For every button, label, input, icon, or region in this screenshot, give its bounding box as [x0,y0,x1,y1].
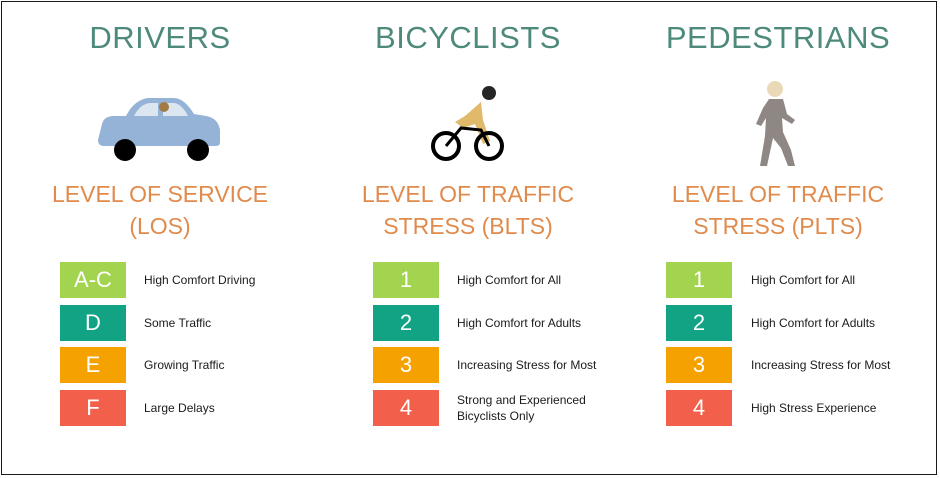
pedestrians-column: PEDESTRIANS LEVEL OF TRAFFIC STRESS (PLT… [628,2,928,476]
level-badge: 4 [666,390,732,426]
level-row: D Some Traffic [10,305,310,341]
level-row: 2 High Comfort for Adults [318,305,618,341]
pedestrian-icon [628,80,928,170]
bicyclists-subtitle-line1: LEVEL OF TRAFFIC [361,181,575,207]
level-label: Increasing Stress for Most [457,358,597,372]
level-badge: 1 [666,262,732,298]
level-row: E Growing Traffic [10,347,310,383]
level-label: Growing Traffic [144,358,225,372]
bicyclists-subtitle-line2: STRESS (BLTS) [383,213,553,239]
drivers-subtitle: LEVEL OF SERVICE (LOS) [10,178,310,242]
pedestrians-subtitle-line2: STRESS (PLTS) [693,213,863,239]
level-badge: D [60,305,126,341]
level-row: 4 Strong and Experienced Bicyclists Only [318,390,618,426]
level-badge: A-C [60,262,126,298]
bicyclists-title: BICYCLISTS [375,20,561,55]
level-badge: 1 [373,262,439,298]
level-label: Some Traffic [144,316,212,330]
level-label: High Comfort Driving [144,273,256,287]
level-label: High Comfort for All [751,273,856,287]
bicyclist-icon [318,80,618,170]
level-label: High Comfort for All [457,273,562,287]
drivers-title: DRIVERS [89,20,231,55]
level-label: Increasing Stress for Most [751,358,891,372]
level-badge: E [60,347,126,383]
car-icon [10,80,310,170]
level-row: A-C High Comfort Driving [10,262,310,298]
level-label: High Stress Experience [751,401,877,415]
level-row: 3 Increasing Stress for Most [628,347,928,383]
level-row: F Large Delays [10,390,310,426]
bicyclists-subtitle: LEVEL OF TRAFFIC STRESS (BLTS) [318,178,618,242]
level-row: 4 High Stress Experience [628,390,928,426]
level-label: Strong and Experienced Bicyclists Only [457,393,586,423]
level-row: 1 High Comfort for All [628,262,928,298]
level-row: 3 Increasing Stress for Most [318,347,618,383]
level-badge: 2 [373,305,439,341]
drivers-subtitle-line1: LEVEL OF SERVICE [51,181,269,207]
level-row: 1 High Comfort for All [318,262,618,298]
drivers-subtitle-line2: (LOS) [129,213,191,239]
level-badge: 4 [373,390,439,426]
drivers-column: DRIVERS LEVEL OF SERVICE (LOS) A-C High … [10,2,310,476]
level-badge: 2 [666,305,732,341]
level-badge: F [60,390,126,426]
level-badge: 3 [666,347,732,383]
bicyclists-column: BICYCLISTS LEVEL OF TRAFFIC STRESS (BLTS… [318,2,618,476]
pedestrians-subtitle-line1: LEVEL OF TRAFFIC [671,181,885,207]
level-badge: 3 [373,347,439,383]
level-label: Large Delays [144,401,215,415]
level-label: High Comfort for Adults [751,316,876,330]
pedestrians-title: PEDESTRIANS [665,20,891,55]
level-label: High Comfort for Adults [457,316,582,330]
pedestrians-subtitle: LEVEL OF TRAFFIC STRESS (PLTS) [628,178,928,242]
level-row: 2 High Comfort for Adults [628,305,928,341]
